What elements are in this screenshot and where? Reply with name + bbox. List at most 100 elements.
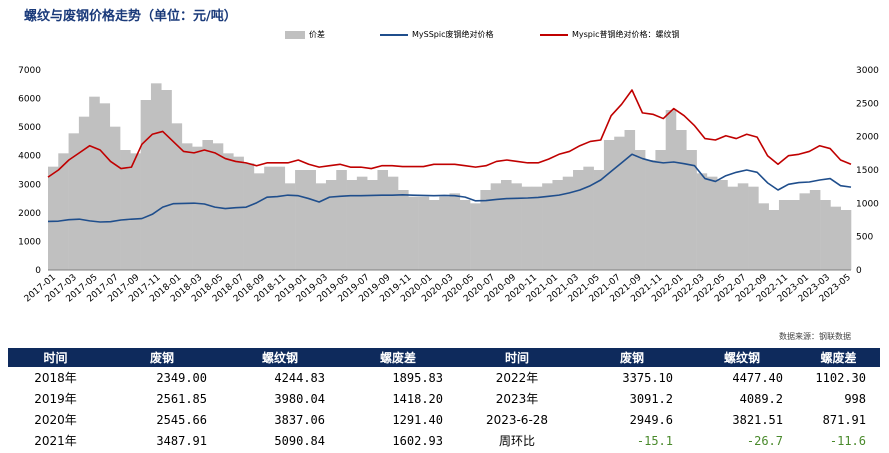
bar	[243, 163, 255, 270]
table-cell: 1102.30	[815, 370, 866, 385]
bar	[696, 173, 708, 270]
table-cell: -11.6	[829, 433, 866, 448]
price-chart: 0 1000 2000 3000 4000 5000 6000 7000 0 500 1000 150…	[18, 66, 879, 304]
legend-swatch-scrap	[380, 33, 408, 36]
chart-title: 螺纹与废钢价格走势（单位：元/吨）	[24, 9, 237, 24]
bar	[48, 166, 59, 270]
bar	[305, 170, 316, 270]
legend-swatch-rebar	[540, 33, 568, 36]
data-source: 数据来源：钢联数据	[779, 332, 851, 341]
table-header: 螺纹钢	[221, 348, 339, 367]
bar	[253, 173, 265, 270]
table-cell: 2949.6	[629, 412, 673, 427]
legend-label-rebar: Myspic普钢绝对价格：螺纹钢	[572, 30, 680, 39]
bar	[830, 206, 841, 270]
y-tick-label-right: 2000	[856, 133, 879, 143]
bar	[274, 166, 286, 270]
bar	[68, 133, 80, 270]
bar	[295, 170, 306, 270]
bar	[99, 103, 111, 270]
legend-label-volume: 价差	[309, 30, 325, 39]
y-tick-label-right: 0	[856, 266, 862, 276]
bar	[264, 166, 275, 270]
table-cell: 2020年	[34, 413, 77, 427]
table-cell: 2018年	[34, 371, 77, 385]
bar	[686, 150, 697, 270]
table-header: 废钢	[103, 348, 221, 367]
table-cell: 3837.06	[274, 412, 325, 427]
legend-item-rebar: Myspic普钢绝对价格：螺纹钢	[540, 29, 680, 40]
table-cell: 2021年	[34, 434, 77, 448]
bar	[840, 210, 852, 270]
table-cell: 4244.83	[274, 370, 325, 385]
y-tick-label-left: 5000	[18, 123, 41, 133]
bar	[634, 150, 646, 270]
table-header-row: 时间 废钢 螺纹钢 螺废差 时间 废钢 螺纹钢 螺废差	[8, 348, 880, 367]
y-tick-label-right: 500	[856, 233, 873, 243]
summary-table: 时间 废钢 螺纹钢 螺废差 时间 废钢 螺纹钢 螺废差 2018年 2349.0…	[8, 348, 880, 451]
bar	[387, 176, 399, 270]
y-tick-label-left: 0	[35, 266, 41, 276]
bar	[356, 176, 368, 270]
table-header: 螺废差	[339, 348, 457, 367]
bar	[706, 176, 718, 270]
bar	[212, 143, 224, 270]
table-header: 时间	[8, 348, 103, 367]
bar	[408, 196, 419, 270]
bar	[161, 90, 172, 270]
bar	[562, 176, 574, 270]
legend-item-volume: 价差	[285, 29, 325, 40]
table-cell: 4477.40	[732, 370, 783, 385]
bar	[809, 190, 821, 270]
table-cell: -26.7	[746, 433, 783, 448]
bar	[500, 180, 512, 270]
bar	[325, 180, 337, 270]
legend-swatch-volume	[285, 30, 305, 39]
bar	[675, 130, 687, 270]
table-cell: 1418.20	[392, 391, 443, 406]
table-cell: 2023年	[495, 392, 539, 406]
bar	[192, 146, 203, 270]
table-cell: 2019年	[34, 392, 77, 406]
bar	[428, 200, 440, 270]
y-tick-label-left: 3000	[18, 180, 41, 190]
bar	[655, 150, 666, 270]
bar	[89, 96, 100, 270]
table-cell: 2561.85	[156, 391, 207, 406]
bar	[511, 183, 522, 270]
table-row: 2020年 2545.66 3837.06 1291.40 2023-6-28 …	[8, 409, 880, 430]
table-cell: 3091.2	[629, 391, 673, 406]
table-cell: 3487.91	[156, 433, 207, 448]
y-tick-label-left: 4000	[18, 152, 41, 162]
bar	[470, 203, 481, 270]
bar	[398, 190, 409, 270]
y-tick-label-right: 2500	[856, 99, 879, 109]
bar	[727, 186, 739, 270]
table-cell: 2545.66	[156, 412, 207, 427]
bar	[490, 183, 502, 270]
bar	[150, 83, 162, 270]
bar	[439, 196, 450, 270]
bar	[758, 203, 769, 270]
bar	[717, 180, 728, 270]
bar	[449, 193, 461, 270]
y-tick-label-left: 2000	[18, 209, 41, 219]
bar	[120, 150, 131, 270]
bar	[130, 153, 141, 270]
bar	[665, 110, 677, 270]
bar	[480, 190, 491, 270]
rebar-price-line	[47, 89, 852, 178]
bar	[140, 100, 152, 270]
bar	[284, 183, 296, 270]
bar	[614, 136, 625, 270]
table-cell: 3821.51	[732, 412, 783, 427]
table-cell: 998	[844, 391, 866, 406]
table-cell: 4089.2	[739, 391, 783, 406]
bar	[336, 170, 347, 270]
table-cell: 1291.40	[392, 412, 443, 427]
bar	[624, 130, 636, 270]
bar	[181, 143, 193, 270]
bar	[737, 183, 749, 270]
table-row: 2018年 2349.00 4244.83 1895.83 2022年 3375…	[8, 367, 880, 388]
bar	[820, 200, 831, 270]
